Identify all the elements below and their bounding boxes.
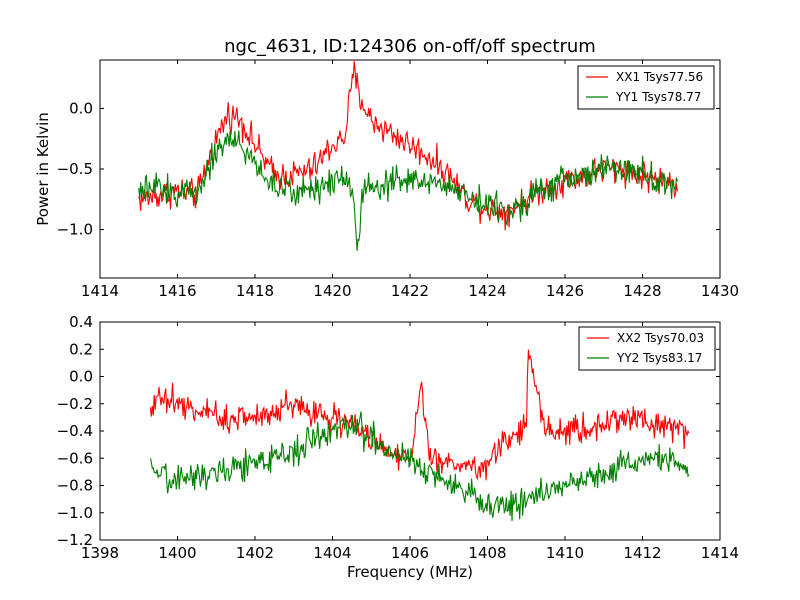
x-tick-label: 1404 xyxy=(313,544,351,562)
top-panel: 1414 1416 1418 1420 1422 1424 1426 1428 1430 −1.0… xyxy=(34,59,739,300)
x-tick-label: 1402 xyxy=(236,544,274,562)
x-tick-label: 1414 xyxy=(701,544,739,562)
y-tick-label: 0.4 xyxy=(69,313,93,331)
x-tick-label: 1426 xyxy=(546,282,584,300)
x-tick-label: 1408 xyxy=(468,544,506,562)
y-tick-label: −0.4 xyxy=(57,422,93,440)
x-tick-label: 1422 xyxy=(391,282,429,300)
x-tick-label: 1420 xyxy=(313,282,351,300)
y-tick-label: −1.0 xyxy=(57,504,93,522)
x-tick-label: 1430 xyxy=(701,282,739,300)
x-tick-label: 1414 xyxy=(81,282,119,300)
x-tick-label: 1416 xyxy=(158,282,196,300)
legend-entry-2: YY1 Tsys78.77 xyxy=(615,90,701,104)
x-tick-label: 1400 xyxy=(158,544,196,562)
y-tick-label: −0.8 xyxy=(57,477,93,495)
x-tick-label: 1398 xyxy=(81,544,119,562)
series-line-2 xyxy=(138,130,678,251)
x-tick-label: 1412 xyxy=(623,544,661,562)
legend-box xyxy=(578,326,716,371)
bottom-panel: 1398 1400 1402 1404 1406 1408 1410 1412 1414 −1.2… xyxy=(57,313,740,581)
y-tick-label: 0.0 xyxy=(69,99,93,117)
y-tick-label: −1.0 xyxy=(57,221,93,239)
legend-entry-1: XX1 Tsys77.56 xyxy=(616,70,703,84)
legend-box xyxy=(577,65,715,110)
series-line-1 xyxy=(149,349,690,481)
y-tick-label: −0.5 xyxy=(57,160,93,178)
y-tick-label: 0.2 xyxy=(69,340,93,358)
x-tick-label: 1424 xyxy=(468,282,506,300)
y-tick-label: −0.6 xyxy=(57,449,93,467)
chart-title: ngc_4631, ID:124306 on-off/off spectrum xyxy=(224,36,596,57)
x-tick-label: 1428 xyxy=(623,282,661,300)
x-tick-label: 1410 xyxy=(546,544,584,562)
y-tick-label: −0.2 xyxy=(57,395,93,413)
y-axis-label: Power in Kelvin xyxy=(34,112,52,226)
legend-entry-1: XX2 Tsys70.03 xyxy=(617,331,704,345)
legend-entry-2: YY2 Tsys83.17 xyxy=(616,351,702,365)
x-axis-label: Frequency (MHz) xyxy=(347,563,473,581)
y-tick-label: −1.2 xyxy=(57,531,93,549)
x-tick-label: 1406 xyxy=(391,544,429,562)
x-tick-label: 1418 xyxy=(236,282,274,300)
series-line-2 xyxy=(149,411,690,522)
y-tick-label: 0.0 xyxy=(69,368,93,386)
legend: XX1 Tsys77.56 YY1 Tsys78.77 xyxy=(577,65,715,110)
legend: XX2 Tsys70.03 YY2 Tsys83.17 xyxy=(578,326,716,371)
